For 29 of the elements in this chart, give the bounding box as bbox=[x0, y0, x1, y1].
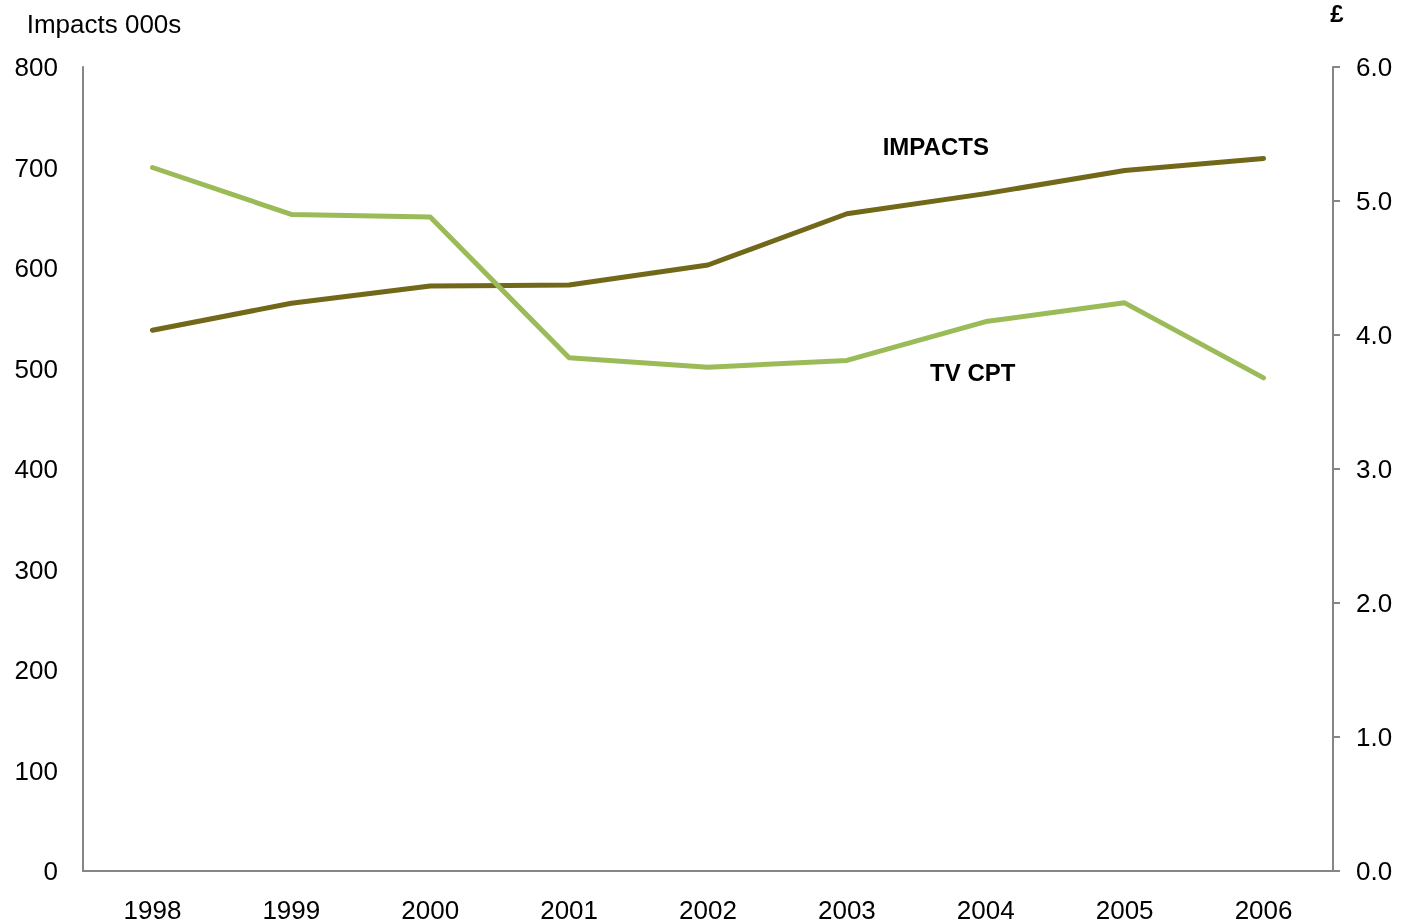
x-tick-label: 1998 bbox=[123, 895, 182, 924]
y2-tick-label: 2.0 bbox=[1356, 588, 1393, 618]
y2-tick-label: 3.0 bbox=[1356, 454, 1393, 484]
x-tick-label: 2001 bbox=[540, 895, 599, 924]
y-tick-label: 800 bbox=[14, 52, 58, 82]
x-tick-label: 2004 bbox=[956, 895, 1015, 924]
y-tick-label: 0 bbox=[43, 856, 58, 886]
y-tick-label: 200 bbox=[14, 655, 58, 685]
x-tick-label: 2000 bbox=[401, 895, 460, 924]
x-tick-label: 2003 bbox=[817, 895, 876, 924]
series-label: IMPACTS bbox=[882, 133, 989, 161]
y-tick-label: 100 bbox=[14, 755, 58, 786]
x-tick-label: 1999 bbox=[262, 895, 321, 924]
y2-tick-label: 6.0 bbox=[1356, 52, 1393, 82]
x-tick-label: 2002 bbox=[679, 895, 737, 924]
y2-axis-title: £ bbox=[1330, 0, 1345, 27]
y2-tick-label: 4.0 bbox=[1356, 320, 1393, 350]
x-tick-label: 2006 bbox=[1234, 895, 1293, 924]
series-label: TV CPT bbox=[930, 359, 1016, 387]
y-tick-label: 400 bbox=[14, 454, 58, 484]
y-tick-label: 600 bbox=[14, 253, 58, 283]
y-tick-label: 500 bbox=[14, 353, 58, 384]
y-tick-label: 300 bbox=[14, 554, 58, 585]
y-axis-title: Impacts 000s bbox=[26, 9, 182, 39]
y2-tick-label: 0.0 bbox=[1356, 856, 1393, 886]
y-tick-label: 700 bbox=[14, 152, 58, 183]
x-tick-label: 2005 bbox=[1095, 895, 1154, 924]
y2-tick-label: 1.0 bbox=[1356, 722, 1393, 752]
y2-tick-label: 5.0 bbox=[1356, 186, 1393, 216]
